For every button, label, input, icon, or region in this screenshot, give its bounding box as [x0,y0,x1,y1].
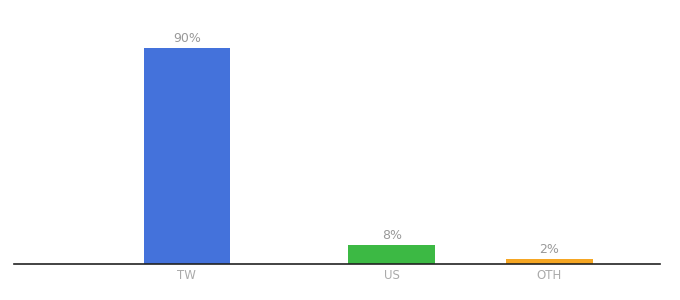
Bar [506,259,593,264]
Bar [143,48,231,264]
Text: 90%: 90% [173,32,201,45]
Text: 8%: 8% [381,229,402,242]
Text: 2%: 2% [539,243,559,256]
Bar [348,245,435,264]
